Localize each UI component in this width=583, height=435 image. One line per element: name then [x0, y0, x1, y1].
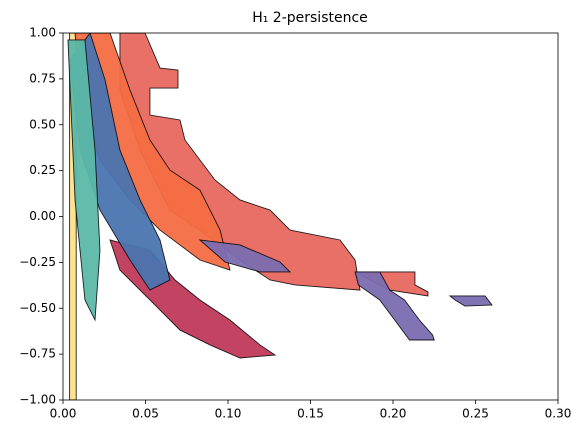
y-tick-label: −1.00 — [19, 393, 56, 407]
y-tick-label: 0.25 — [29, 163, 56, 177]
x-tick-label: 0.10 — [215, 407, 242, 421]
y-tick-label: −0.75 — [19, 347, 56, 361]
persistence-region — [448, 295, 493, 307]
x-tick-label: 0.00 — [50, 407, 77, 421]
persistence-region — [67, 39, 101, 322]
y-tick-label: 1.00 — [29, 26, 56, 40]
x-tick-label: 0.30 — [545, 407, 572, 421]
x-tick-label: 0.25 — [462, 407, 489, 421]
x-tick-label: 0.05 — [132, 407, 159, 421]
y-tick-label: 0.75 — [29, 71, 56, 85]
y-tick-label: −0.50 — [19, 301, 56, 315]
persistence-region — [354, 271, 435, 341]
plot-area — [67, 33, 493, 400]
y-tick-label: 0.50 — [29, 117, 56, 131]
x-tick-label: 0.20 — [380, 407, 407, 421]
y-tick-label: 0.00 — [29, 209, 56, 223]
chart-title: H₁ 2-persistence — [252, 10, 368, 26]
persistence-region — [198, 239, 292, 273]
y-tick-label: −0.25 — [19, 255, 56, 269]
x-tick-label: 0.15 — [297, 407, 324, 421]
